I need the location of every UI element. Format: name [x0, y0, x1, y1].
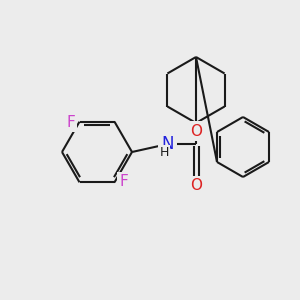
Text: H: H	[159, 146, 169, 160]
Text: F: F	[66, 115, 75, 130]
Text: N: N	[162, 135, 174, 153]
Text: O: O	[190, 178, 202, 194]
Text: F: F	[119, 174, 128, 189]
Text: O: O	[190, 124, 202, 139]
